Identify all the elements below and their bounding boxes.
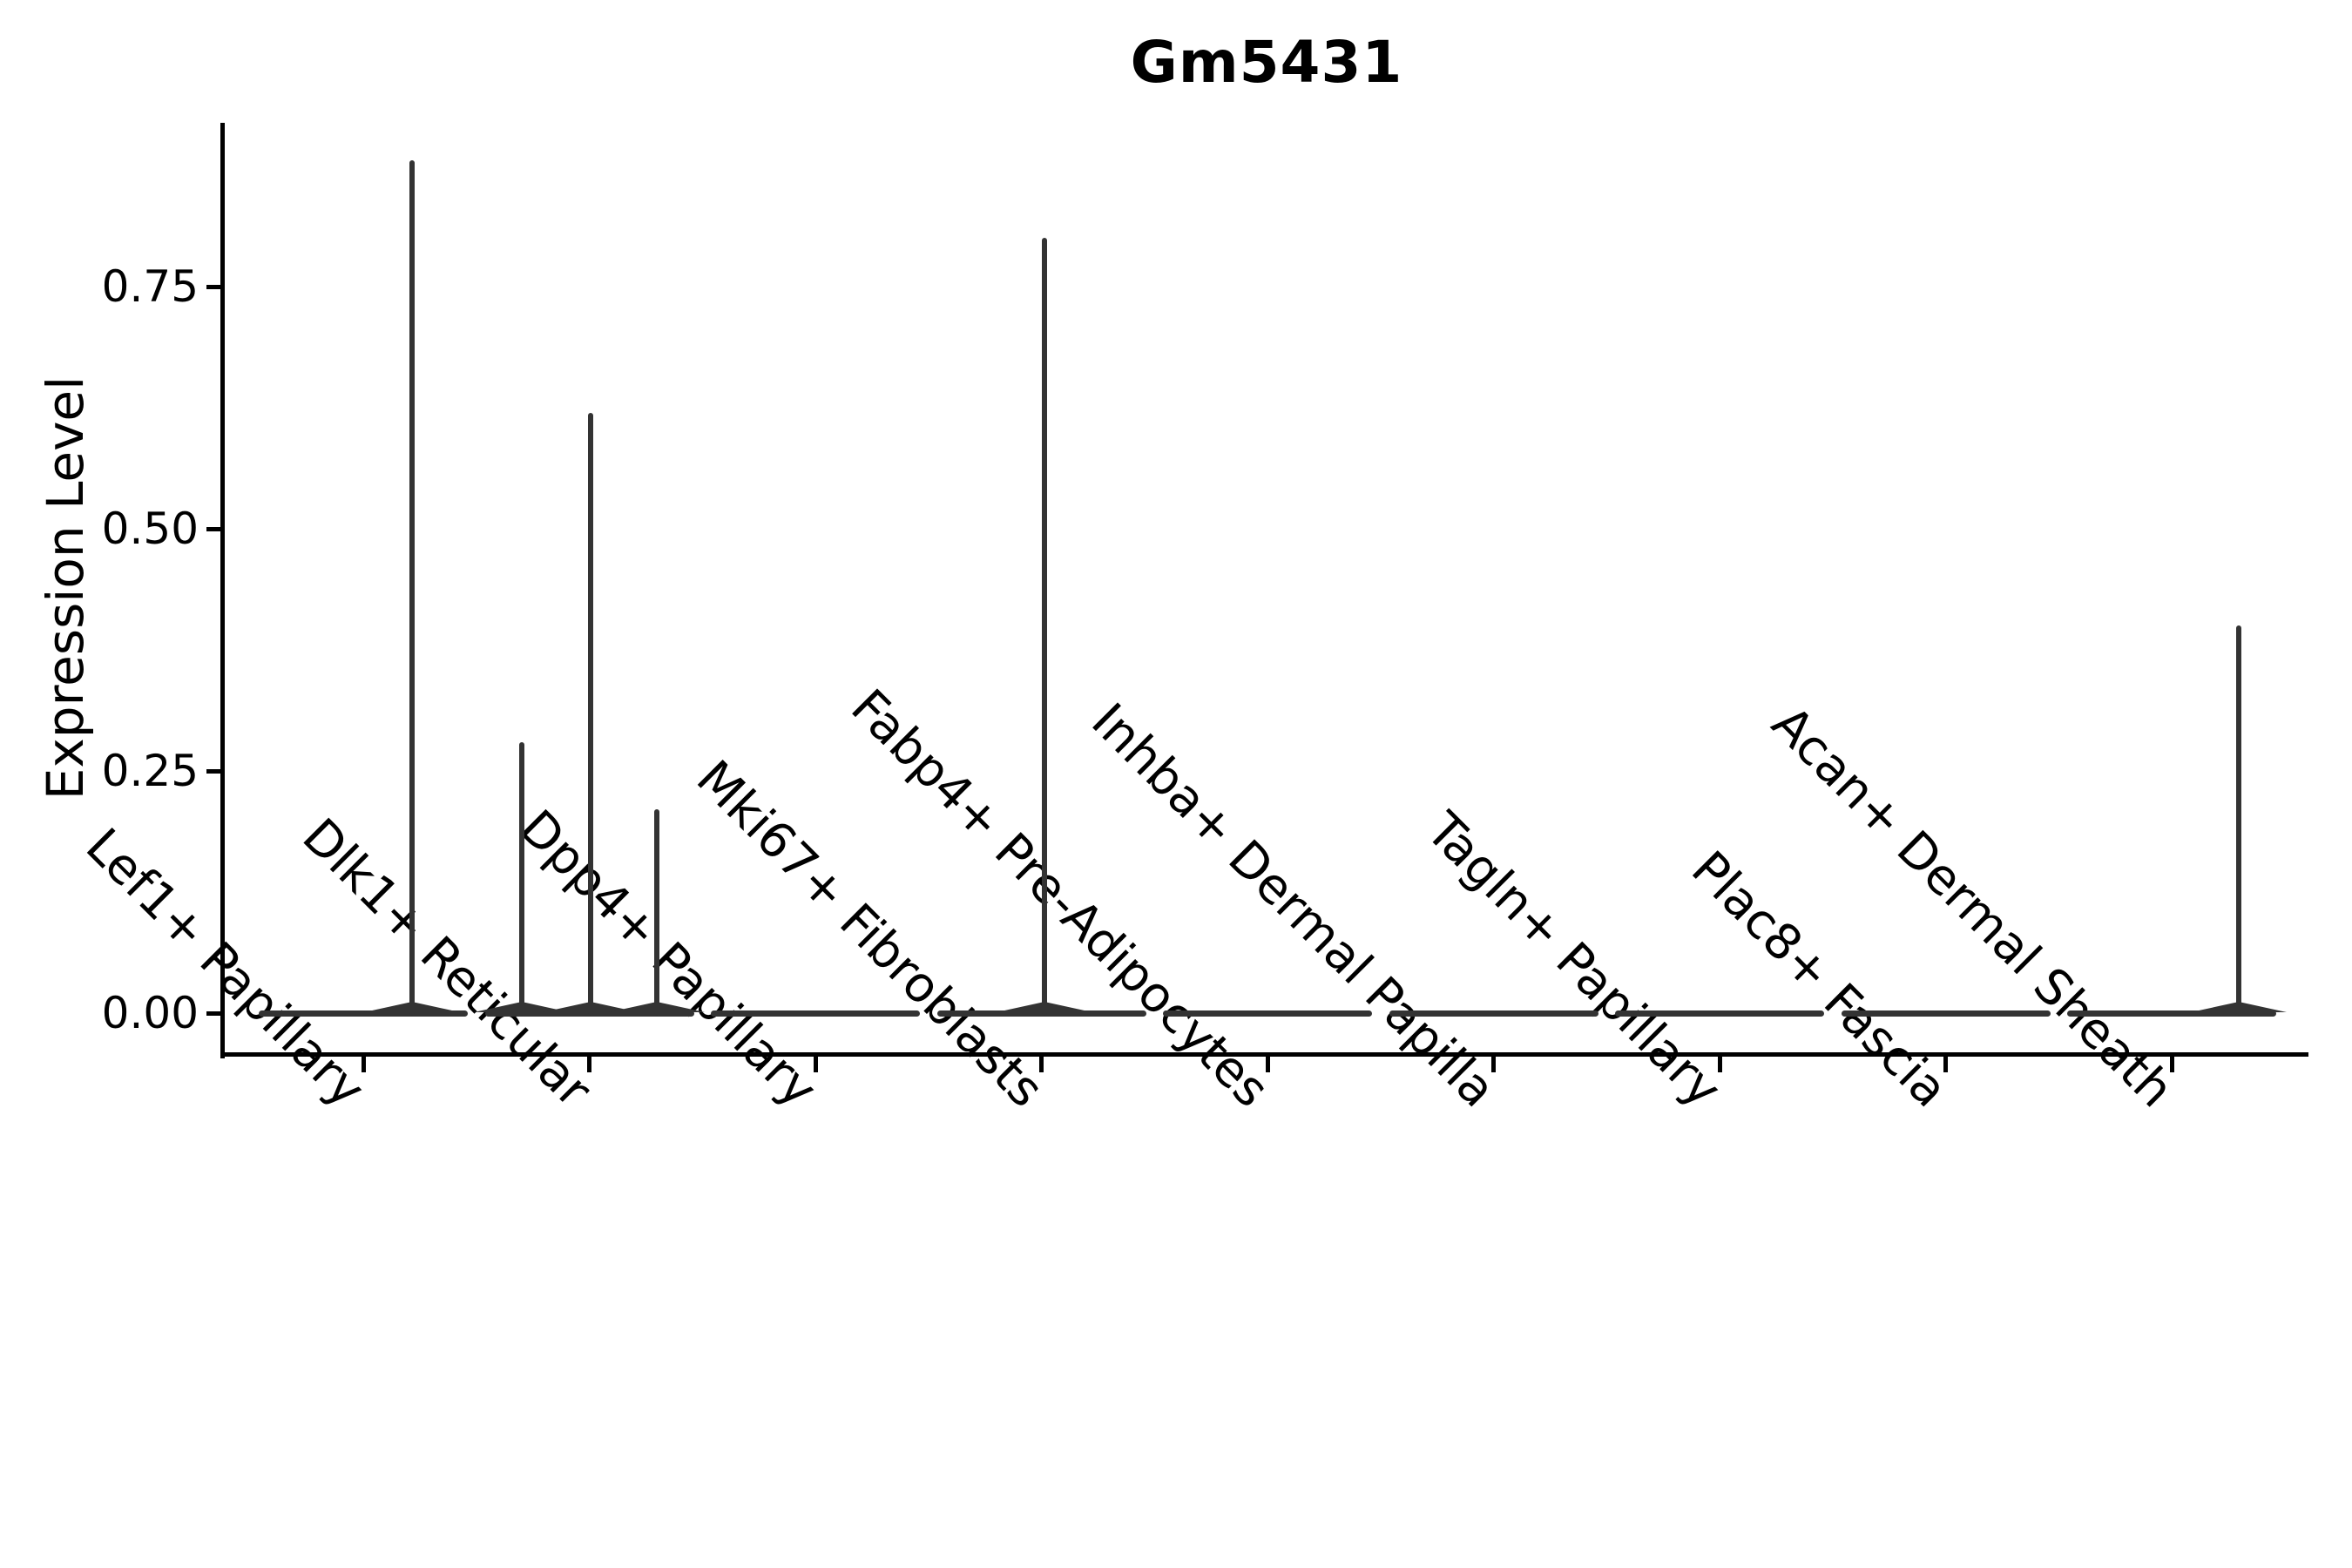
x-tick-mark xyxy=(1039,1057,1044,1072)
violin-spike xyxy=(409,160,415,1016)
y-tick-mark xyxy=(206,526,220,531)
y-tick-label: 0.75 xyxy=(101,261,199,312)
violin-zero-line xyxy=(2067,1010,2276,1017)
x-tick-mark xyxy=(1717,1057,1722,1072)
y-axis-line xyxy=(220,123,225,1058)
violin-zero-line xyxy=(711,1010,920,1017)
violin-zero-line xyxy=(259,1010,468,1017)
x-tick-mark xyxy=(2169,1057,2174,1072)
x-tick-mark xyxy=(813,1057,818,1072)
x-axis-line xyxy=(220,1052,2308,1057)
x-tick-mark xyxy=(361,1057,366,1072)
x-tick-mark xyxy=(1943,1057,1948,1072)
chart-title: Gm5431 xyxy=(1130,29,1403,96)
violin-zero-line xyxy=(1389,1010,1598,1017)
y-tick-label: 0.25 xyxy=(101,746,199,796)
violin-spike xyxy=(587,412,593,1016)
violin-spike xyxy=(653,809,659,1016)
x-tick-mark xyxy=(1265,1057,1270,1072)
y-axis-label: Expression Level xyxy=(36,375,95,801)
x-tick-mark xyxy=(587,1057,591,1072)
y-tick-mark xyxy=(206,284,220,289)
y-tick-label: 0.50 xyxy=(101,504,199,554)
y-tick-mark xyxy=(206,768,220,774)
y-tick-label: 0.00 xyxy=(101,988,199,1038)
violin-spike xyxy=(518,741,524,1016)
violin-zero-line xyxy=(1841,1010,2051,1017)
x-tick-mark xyxy=(1491,1057,1496,1072)
violin-zero-line xyxy=(1615,1010,1824,1017)
violin-zero-line xyxy=(1163,1010,1372,1017)
y-tick-mark xyxy=(206,1010,220,1016)
violin-spike xyxy=(1041,238,1047,1016)
violin-spike xyxy=(2236,625,2241,1016)
